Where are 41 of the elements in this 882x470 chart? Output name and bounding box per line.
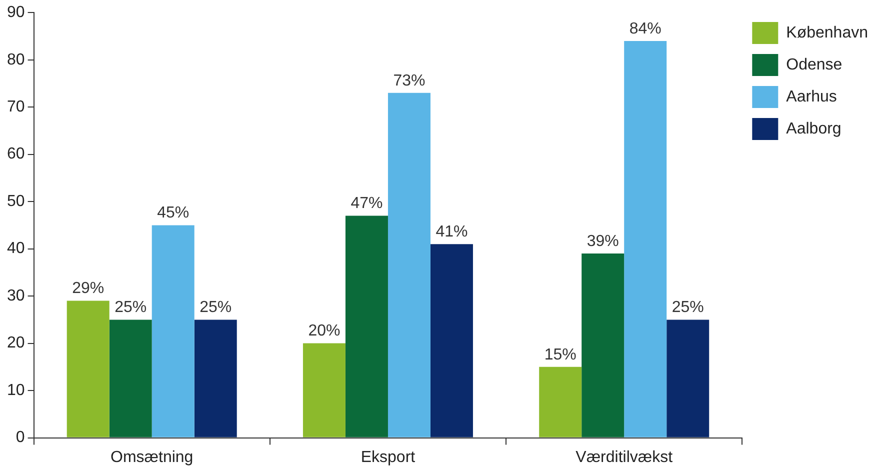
data-label: 25%	[200, 299, 232, 316]
bar	[109, 320, 152, 438]
data-label: 15%	[544, 346, 576, 364]
bar	[582, 254, 624, 438]
bar	[302, 343, 346, 438]
bar	[345, 216, 388, 438]
x-tick-label: Eksport	[360, 448, 416, 466]
data-label: 29%	[72, 280, 104, 298]
data-label: 73%	[393, 72, 426, 90]
y-tick-label: 10	[7, 382, 25, 399]
legend-label: Aarhus	[786, 88, 837, 106]
data-label: 25%	[114, 299, 147, 316]
y-tick-label: 90	[7, 4, 25, 22]
y-tick-label: 30	[7, 287, 25, 304]
data-label: 84%	[629, 20, 662, 38]
bar	[152, 225, 194, 438]
data-label: 39%	[586, 232, 619, 250]
legend-label: København	[786, 24, 868, 42]
y-tick-label: 60	[7, 146, 25, 163]
data-label: 25%	[672, 299, 704, 316]
y-tick-label: 40	[7, 240, 25, 258]
y-tick-label: 50	[7, 192, 25, 210]
bar	[194, 320, 237, 438]
x-tick-label: Værditilvækst	[576, 448, 674, 466]
bar	[539, 366, 582, 438]
data-label: 47%	[350, 195, 383, 212]
legend-label: Odense	[786, 56, 842, 74]
y-tick-label: 70	[7, 98, 25, 116]
data-label: 20%	[308, 322, 340, 340]
data-label: 45%	[157, 204, 190, 222]
y-tick-label: 0	[16, 429, 25, 446]
bar	[66, 300, 110, 438]
bar	[388, 92, 430, 438]
data-label: 41%	[436, 224, 468, 241]
x-tick-label: Omsætning	[110, 448, 194, 466]
bar	[666, 320, 710, 438]
bar	[430, 244, 473, 438]
y-tick-label: 20	[7, 334, 25, 352]
y-tick-label: 80	[7, 51, 25, 68]
legend-label: Aalborg	[786, 120, 842, 138]
bar	[624, 40, 667, 438]
